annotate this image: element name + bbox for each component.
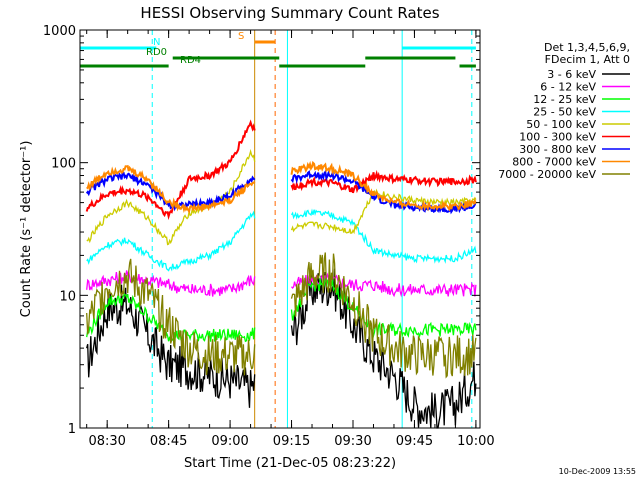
chart-title: HESSI Observing Summary Count Rates	[140, 4, 439, 22]
y-tick-label: 1	[68, 422, 76, 437]
x-tick-label: 10:00	[457, 434, 494, 449]
y-tick-label: 100	[51, 157, 76, 172]
legend-label: 300 - 800 keV	[519, 143, 596, 156]
x-tick-label: 08:45	[150, 434, 187, 449]
y-axis: 1 10 100 1000	[43, 24, 480, 437]
series-line	[86, 252, 477, 379]
plot-frame	[79, 29, 481, 429]
legend-label: 3 - 6 keV	[547, 68, 596, 81]
flag-label: N	[153, 37, 160, 48]
footer-timestamp: 10-Dec-2009 13:55	[559, 467, 636, 476]
x-tick-label: 09:00	[211, 434, 248, 449]
legend-label: 25 - 50 keV	[533, 106, 596, 119]
flag-label: S	[238, 31, 244, 42]
legend-header-line-1: Det 1,3,4,5,6,9,	[544, 41, 630, 54]
y-tick-label: 1000	[43, 24, 76, 39]
series-line	[86, 160, 477, 214]
y-tick-label: 10	[59, 289, 76, 304]
legend-label: 100 - 300 keV	[519, 131, 596, 144]
x-axis-label: Start Time (21-Dec-05 08:23:22)	[184, 456, 396, 471]
legend-label: 800 - 7000 keV	[512, 156, 596, 169]
y-axis-label: Count Rate (s⁻¹ detector⁻¹)	[19, 141, 34, 318]
legend-label: 12 - 25 keV	[533, 93, 596, 106]
series-line	[85, 119, 477, 221]
legend-label: 7000 - 20000 keV	[498, 168, 596, 181]
flag-label: RD4	[180, 55, 201, 66]
series-line	[86, 148, 477, 246]
series-line	[86, 208, 477, 272]
flag-label: RD0	[146, 47, 167, 58]
legend-label: 6 - 12 keV	[540, 81, 596, 94]
legend-header-line-2: FDecim 1, Att 0	[545, 53, 630, 66]
x-tick-label: 09:45	[396, 434, 433, 449]
x-tick-label: 08:30	[88, 434, 125, 449]
legend-label: 50 - 100 keV	[526, 118, 596, 131]
x-axis: 08:30 08:45 09:00 09:15 09:30 09:45 10:00	[86, 30, 495, 449]
x-tick-label: 09:15	[273, 434, 310, 449]
x-tick-label: 09:30	[334, 434, 371, 449]
